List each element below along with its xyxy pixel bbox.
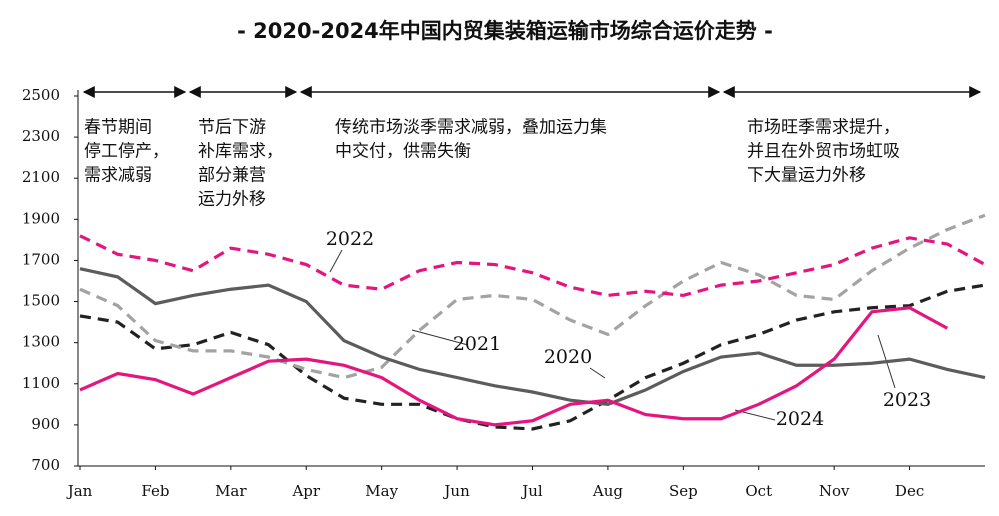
- leader-lines: [329, 249, 896, 421]
- series-label: 2024: [776, 408, 824, 430]
- series-line: [79, 283, 986, 431]
- y-tick-label: 2500: [22, 86, 60, 104]
- annotation: 补库需求，: [198, 142, 283, 162]
- y-tick-label: 1500: [22, 292, 60, 310]
- annotation: 传统市场淡季需求减弱，叠加运力集: [335, 118, 607, 138]
- annotation: 停工停产，: [84, 142, 169, 162]
- y-tick-label: 1700: [22, 250, 60, 268]
- y-tick-label: 1300: [22, 333, 60, 351]
- series-label: 2022: [326, 228, 374, 250]
- x-tick-label: Dec: [895, 482, 924, 500]
- x-tick-label: Jan: [66, 482, 93, 500]
- y-tick-label: 1100: [22, 374, 60, 392]
- series-line: [79, 267, 986, 406]
- series-label: 2021: [453, 333, 501, 355]
- annotation: 下大量运力外移: [747, 166, 866, 186]
- x-tick-label: Oct: [745, 482, 772, 500]
- series-line: [79, 306, 949, 427]
- series-line: [79, 213, 986, 380]
- y-tick-label: 900: [31, 415, 60, 433]
- series-label: 2023: [883, 389, 931, 411]
- x-tick-label: May: [365, 482, 398, 500]
- annotation: 春节期间: [84, 118, 152, 138]
- x-tick-label: Aug: [592, 482, 623, 500]
- y-tick-label: 2100: [22, 168, 60, 186]
- x-tick-label: Sep: [669, 482, 698, 500]
- annotation: 运力外移: [198, 190, 266, 210]
- annotation: 中交付，供需失衡: [335, 142, 471, 162]
- x-tick-label: Jun: [442, 482, 470, 500]
- x-tick-label: Jul: [520, 482, 543, 500]
- x-tick-label: Apr: [291, 482, 320, 500]
- annotation: 部分兼营: [198, 166, 266, 186]
- y-tick-label: 2300: [22, 127, 60, 145]
- x-tick-label: Mar: [215, 482, 247, 500]
- series-label: 2020: [544, 346, 592, 368]
- x-tick-label: Feb: [141, 482, 169, 500]
- annotation: 并且在外贸市场虹吸: [747, 142, 900, 162]
- annotation: 节后下游: [198, 118, 266, 138]
- annotation: 市场旺季需求提升，: [747, 118, 900, 138]
- y-tick-label: 1900: [22, 209, 60, 227]
- y-tick-label: 700: [31, 456, 60, 474]
- chart-title: - 2020-2024年中国内贸集装箱运输市场综合运价走势 -: [237, 19, 773, 43]
- x-tick-label: Nov: [819, 482, 850, 500]
- series-line: [79, 234, 986, 298]
- annotation: 需求减弱: [84, 166, 152, 186]
